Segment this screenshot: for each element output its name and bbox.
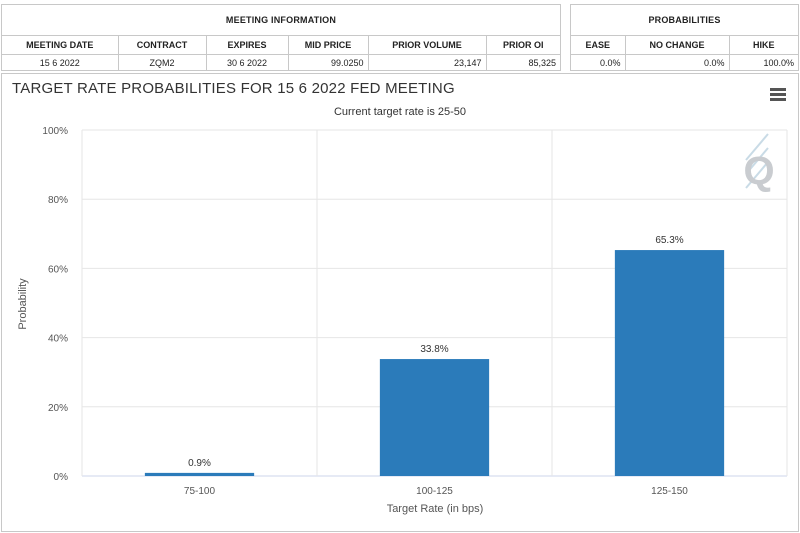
svg-text:Q: Q — [743, 149, 774, 193]
cell-ease: 0.0% — [571, 54, 626, 71]
bar-75-100[interactable] — [144, 472, 255, 476]
cell-contract: ZQM2 — [118, 54, 207, 71]
header-meeting-date: MEETING DATE — [2, 36, 119, 55]
header-ease: EASE — [571, 36, 626, 55]
y-axis-title: Probability — [17, 278, 29, 330]
x-tick-label: 100-125 — [416, 486, 453, 497]
x-tick-label: 125-150 — [651, 486, 688, 497]
table-row: 15 6 2022 ZQM2 30 6 2022 99.0250 23,147 … — [2, 54, 560, 71]
cell-prior-oi: 85,325 — [528, 58, 556, 68]
cell-meeting-date: 15 6 2022 — [2, 54, 119, 71]
bar-125-150[interactable] — [614, 250, 725, 476]
header-no-change: NO CHANGE — [625, 36, 730, 55]
data-label: 33.8% — [420, 344, 448, 355]
header-expires: EXPIRES — [206, 36, 289, 55]
cell-hike: 100.0% — [763, 58, 794, 68]
bar-100-125[interactable] — [379, 359, 490, 476]
header-contract: CONTRACT — [118, 36, 207, 55]
hamburger-menu-icon[interactable] — [770, 88, 786, 101]
cell-expires: 30 6 2022 — [206, 54, 289, 71]
y-tick-label: 20% — [48, 403, 68, 414]
chart-title: TARGET RATE PROBABILITIES FOR 15 6 2022 … — [12, 80, 455, 97]
x-axis-title: Target Rate (in bps) — [387, 503, 484, 515]
y-tick-label: 60% — [48, 264, 68, 275]
cell-no-change: 0.0% — [625, 54, 730, 71]
header-mid-price: MID PRICE — [288, 36, 369, 55]
data-label: 0.9% — [188, 458, 211, 469]
cell-mid-price: 99.0250 — [288, 54, 369, 71]
chart-panel: Q 0% 20% 40% 60% 80% 100% 0.9% 75-100 33.8% 100-1… — [1, 73, 799, 532]
meeting-information-title: MEETING INFORMATION — [2, 5, 560, 36]
y-tick-label: 80% — [48, 195, 68, 206]
header-prior-oi: PRIOR OI — [486, 36, 560, 55]
data-label: 65.3% — [655, 235, 683, 246]
table-row: 0.0% 0.0% 100.0% — [571, 54, 798, 71]
probabilities-title: PROBABILITIES — [571, 5, 798, 36]
meeting-information-panel: MEETING INFORMATION MEETING DATE CONTRAC… — [1, 4, 561, 71]
q-logo-icon: Q — [743, 133, 775, 193]
chart-canvas: Q 0% 20% 40% 60% 80% 100% 0.9% 75-100 33.8% 100-1… — [17, 126, 788, 515]
x-tick-label: 75-100 — [184, 486, 216, 497]
probabilities-panel: PROBABILITIES EASE NO CHANGE HIKE 0.0% 0… — [570, 4, 799, 71]
y-tick-label: 0% — [54, 472, 69, 483]
y-tick-label: 100% — [42, 126, 68, 137]
cell-prior-volume: 23,147 — [368, 54, 487, 71]
chart-subtitle: Current target rate is 25-50 — [333, 106, 467, 118]
header-hike: HIKE — [729, 36, 798, 55]
probabilities-table: EASE NO CHANGE HIKE 0.0% 0.0% 100.0% — [571, 36, 798, 71]
y-tick-label: 40% — [48, 334, 68, 345]
header-prior-volume: PRIOR VOLUME — [368, 36, 487, 55]
meeting-information-table: MEETING DATE CONTRACT EXPIRES MID PRICE … — [2, 36, 560, 71]
